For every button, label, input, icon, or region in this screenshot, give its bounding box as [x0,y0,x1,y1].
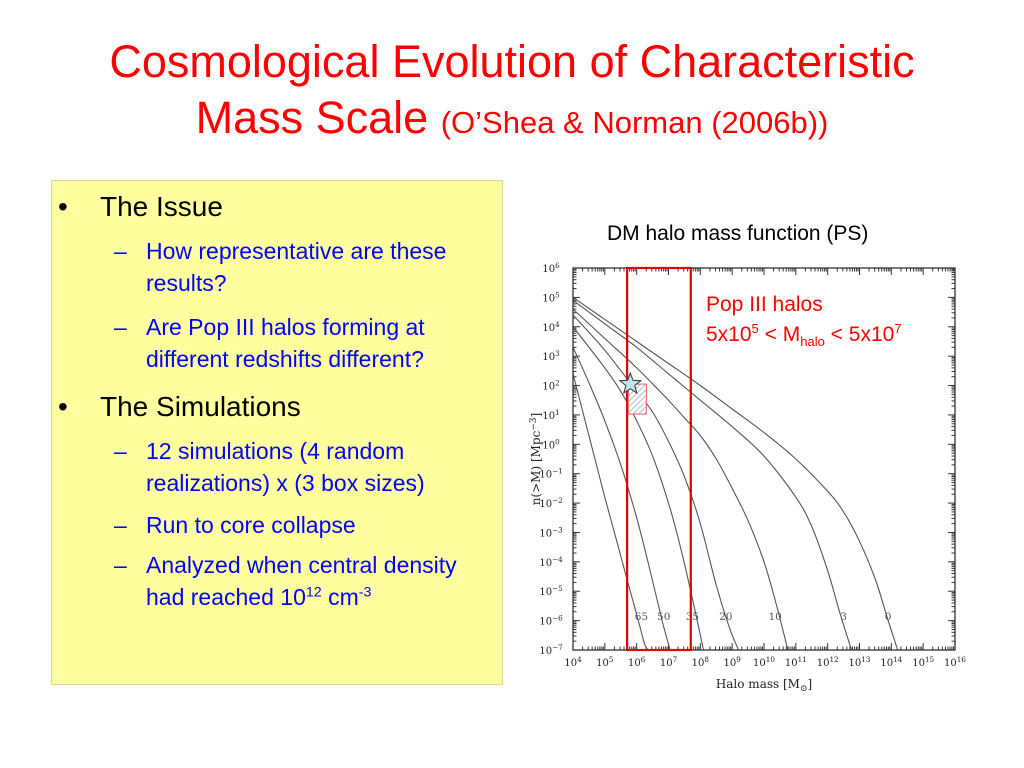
y-axis-title: n(>M) [Mpc−3] [529,413,543,506]
anno-part-a: 5x10 [706,323,752,346]
annotation-line-2: 5x105 < Mhalo < 5x107 [706,322,902,348]
x-tick-label: 1012 [817,655,839,669]
text-panel [51,180,503,685]
y-tick-label: 10−7 [539,643,563,657]
anno-part-b-sub: halo [800,334,825,350]
y-tick-label: 10−5 [539,584,563,598]
series-label-z20: 20 [719,611,732,623]
subitem-text: Are Pop III halos forming at different r… [146,314,425,372]
x-tick-label: 1014 [880,655,902,669]
series-line-z3 [572,299,853,651]
x-tick-label: 1010 [753,655,775,669]
series-line-z0 [572,296,899,651]
series-label-z10: 10 [768,611,781,623]
x-tick-label: 108 [692,655,710,669]
bullet-label: The Simulations [100,391,301,422]
bullet-label: The Issue [100,191,223,222]
y-tick-label: 105 [542,290,560,304]
subitem-text: How representative are these results? [146,238,447,296]
y-tick-label: 101 [542,408,559,422]
title-line-2: Mass Scale (O’Shea & Norman (2006b)) [0,90,1024,151]
x-tick-label: 1015 [912,655,934,669]
series-line-z65 [572,373,649,651]
dash-marker: – [114,438,127,464]
series-line-z10 [572,308,789,651]
series-line-z20 [572,314,740,651]
density-text: Analyzed when central density had reache… [146,552,457,610]
x-tick-label: 109 [724,655,742,669]
series-label-z35: 35 [686,611,699,623]
y-tick-label: 100 [542,437,560,451]
chart-caption: DM halo mass function (PS) [607,222,869,245]
anno-part-c-sup: 7 [894,321,902,336]
anno-part-b: < M [758,323,801,346]
y-tick-label: 106 [542,261,560,275]
density-exponent: 12 [305,584,322,601]
series-label-z65: 65 [635,611,648,623]
x-axis-title: Halo mass [M⊙] [716,677,812,694]
hatched-region [627,383,647,415]
density-unit: cm [328,584,359,610]
series-line-z50 [572,347,671,651]
y-tick-label: 10−4 [539,555,563,569]
series-line-z35 [572,326,705,651]
pop3-mass-range-box [626,266,692,652]
subitem-text: Run to core collapse [146,512,356,538]
x-tick-label: 105 [596,655,614,669]
y-tick-label: 102 [542,379,559,393]
y-tick-label: 10−3 [539,525,563,539]
y-tick-label: 10−2 [539,496,562,510]
annotation-line-1: Pop III halos [706,293,823,316]
density-unit-exponent: -3 [358,584,372,601]
anno-part-a-sup: 5 [751,321,759,336]
x-tick-label: 1011 [785,655,807,669]
dash-marker: – [114,512,127,538]
slide-title: Cosmological Evolution of Characteristic… [0,34,1024,151]
y-tick-label: 10−1 [539,467,562,481]
anno-part-c: < 5x10 [824,323,895,346]
series-label-z50: 50 [657,611,670,623]
dash-marker: – [114,314,127,340]
dash-marker: – [114,238,127,264]
x-tick-label: 104 [564,655,582,669]
y-tick-label: 104 [542,320,560,334]
subitem-text: 12 simulations (4 random realizations) x… [146,438,425,496]
title-line-2-text: Mass Scale [195,92,429,143]
title-line-1: Cosmological Evolution of Characteristic [109,36,915,87]
star-marker [618,371,643,395]
x-tick-label: 1013 [849,655,871,669]
y-tick-label: 10−6 [539,614,563,628]
series-label-z0: 0 [885,611,892,623]
subitem-text: Analyzed when central density had reache… [146,549,501,613]
title-citation: (O’Shea & Norman (2006b)) [440,105,829,140]
bullet-dot: • [58,191,68,222]
y-tick-label: 103 [542,349,560,363]
x-tick-label: 1016 [944,655,966,669]
bullet-dot: • [58,391,68,422]
dash-marker: – [114,552,127,578]
x-tick-label: 106 [628,655,646,669]
x-tick-label: 107 [660,655,678,669]
series-label-z3: 3 [840,611,847,623]
